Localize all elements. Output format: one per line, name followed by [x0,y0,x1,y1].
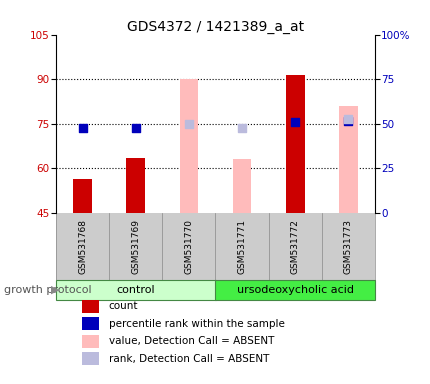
Text: GSM531770: GSM531770 [184,218,193,274]
Bar [81,317,99,330]
Bar [81,352,99,365]
Bar [81,300,99,313]
Bar [285,74,304,213]
Bar [215,280,374,300]
Bar [73,179,92,213]
Bar [81,335,99,348]
Text: GSM531768: GSM531768 [78,218,87,274]
Text: count: count [108,301,138,311]
Text: value, Detection Call = ABSENT: value, Detection Call = ABSENT [108,336,273,346]
Text: control: control [116,285,155,295]
Point [132,125,139,131]
Text: rank, Detection Call = ABSENT: rank, Detection Call = ABSENT [108,354,268,364]
Text: GSM531772: GSM531772 [290,219,299,274]
Text: GSM531773: GSM531773 [343,218,352,274]
Point [344,118,351,124]
Text: ▶: ▶ [51,285,59,295]
Text: GSM531771: GSM531771 [237,218,246,274]
Text: growth protocol: growth protocol [4,285,92,295]
Text: percentile rank within the sample: percentile rank within the sample [108,319,284,329]
Bar [56,280,215,300]
Text: GSM531769: GSM531769 [131,218,140,274]
Title: GDS4372 / 1421389_a_at: GDS4372 / 1421389_a_at [127,20,303,33]
Bar [179,79,198,213]
Bar [232,159,251,213]
Bar [338,106,357,213]
Point [79,125,86,131]
Point [291,119,298,125]
Point [344,116,351,122]
Bar [126,158,145,213]
Text: ursodeoxycholic acid: ursodeoxycholic acid [236,285,353,295]
Point [238,125,245,131]
Point [185,121,192,127]
